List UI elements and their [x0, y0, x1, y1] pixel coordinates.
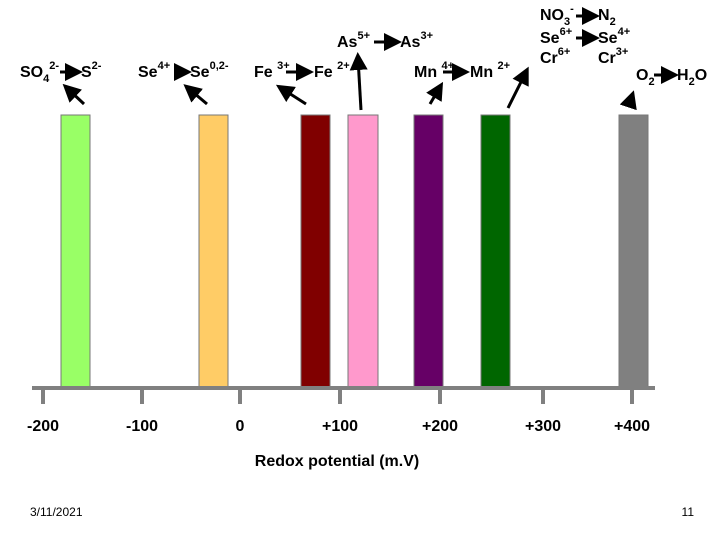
tick-label: -200	[27, 418, 59, 435]
label-part: H	[677, 67, 689, 84]
species-label: NO3-	[540, 3, 574, 28]
species-label: N2	[598, 7, 616, 28]
label-part: N	[598, 7, 610, 24]
zone-bar	[347, 114, 379, 389]
zone-bar	[198, 114, 229, 389]
species-label: Se0,2-	[190, 60, 229, 81]
label-part: O	[636, 67, 648, 84]
label-part: As	[400, 34, 421, 51]
zones	[60, 114, 649, 389]
tick-label: 0	[236, 418, 245, 435]
footer-date: 3/11/2021	[30, 505, 83, 519]
species-label: Mn 2+	[470, 60, 510, 81]
arrow	[275, 84, 307, 106]
zone-bar	[618, 114, 649, 389]
label-sup: 3+	[420, 30, 433, 42]
tick-label: -100	[126, 418, 158, 435]
label-part: Se	[540, 30, 560, 47]
zone-bar	[413, 114, 444, 389]
species-label: Fe 3+	[254, 60, 290, 81]
species-label: Se6+	[540, 26, 572, 47]
tick-label: +400	[614, 418, 650, 435]
arrows	[60, 7, 679, 111]
label-sup: 3+	[616, 46, 629, 58]
label-part: Mn	[470, 64, 498, 81]
page-number: 11	[682, 505, 695, 519]
species-label: Se4+	[138, 60, 170, 81]
species-label: Mn 4+	[414, 60, 454, 81]
label-sub: 3	[564, 16, 570, 28]
arrow	[426, 81, 444, 105]
arrow	[349, 52, 368, 111]
label-part: SO	[20, 64, 43, 81]
species-label: Fe 2+	[314, 60, 350, 81]
species-label: Se4+	[598, 26, 630, 47]
label-sup: 4+	[442, 60, 455, 72]
arrow	[619, 90, 637, 111]
label-part: Se	[598, 30, 618, 47]
species-label: As3+	[400, 30, 433, 51]
label-sup: 5+	[357, 30, 370, 42]
label-part: Fe	[314, 64, 337, 81]
arrow	[506, 66, 529, 109]
label-sub: 2	[689, 76, 695, 88]
species-label: H2O	[677, 67, 707, 88]
tick-label: +100	[322, 418, 358, 435]
label-sup: 2+	[498, 60, 511, 72]
zone-bar	[300, 114, 331, 389]
tick-label: +200	[422, 418, 458, 435]
label-part: NO	[540, 7, 564, 24]
label-part: S	[81, 64, 92, 81]
label-sub: 2	[648, 76, 654, 88]
arrow	[183, 84, 208, 106]
species-label: As5+	[337, 30, 370, 51]
label-sup: 2+	[337, 60, 350, 72]
label-part: O	[695, 67, 707, 84]
label-part: As	[337, 34, 358, 51]
label-sub: 4	[43, 73, 50, 85]
label-part: Se	[190, 64, 210, 81]
zone-bar	[60, 114, 91, 389]
label-sup: 4+	[158, 60, 171, 72]
species-label: S2-	[81, 60, 102, 81]
label-sup: 3+	[277, 60, 290, 72]
label-sup: 2-	[49, 60, 59, 72]
label-sup: 6+	[560, 26, 573, 38]
label-sub: 2	[610, 16, 616, 28]
label-part: Se	[138, 64, 158, 81]
zone-bar	[480, 114, 511, 389]
axis-title: Redox potential (m.V)	[255, 453, 419, 470]
label-part: Cr	[540, 50, 558, 67]
label-sup: 6+	[558, 46, 571, 58]
species-label: O2	[636, 67, 655, 88]
label-sup: -	[570, 3, 574, 15]
label-part: Cr	[598, 50, 616, 67]
species-label: Cr6+	[540, 46, 570, 67]
tick-label: +300	[525, 418, 561, 435]
label-part: Mn	[414, 64, 442, 81]
label-sup: 4+	[618, 26, 631, 38]
species-label: Cr3+	[598, 46, 628, 67]
label-part: Fe	[254, 64, 277, 81]
axis	[32, 386, 655, 404]
arrow	[62, 83, 86, 106]
label-sup: 0,2-	[210, 60, 229, 72]
label-sup: 2-	[92, 60, 102, 72]
species-label: SO42-	[20, 60, 59, 85]
